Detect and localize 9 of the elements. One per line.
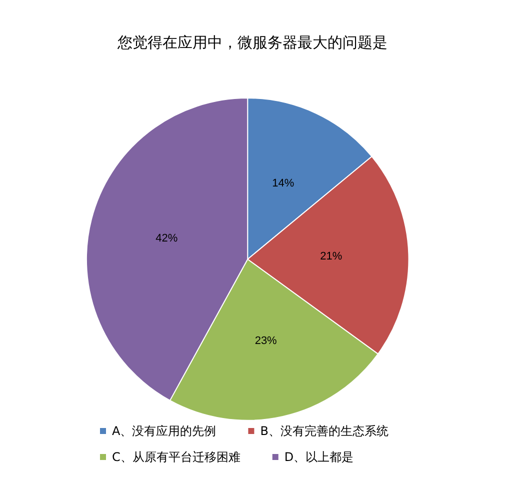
legend-label: C、从原有平台迁移困难 xyxy=(112,450,240,464)
data-label: 42% xyxy=(156,232,178,244)
chart-title: 您觉得在应用中，微服务器最大的问题是 xyxy=(116,34,388,52)
legend-label: A、没有应用的先例 xyxy=(112,424,216,438)
data-label: 23% xyxy=(254,334,278,347)
legend-label: D、以上都是 xyxy=(284,450,354,464)
data-label: 14% xyxy=(272,178,294,190)
legend-label: B、没有完善的生态系统 xyxy=(260,424,388,438)
data-label: 21% xyxy=(320,250,342,263)
